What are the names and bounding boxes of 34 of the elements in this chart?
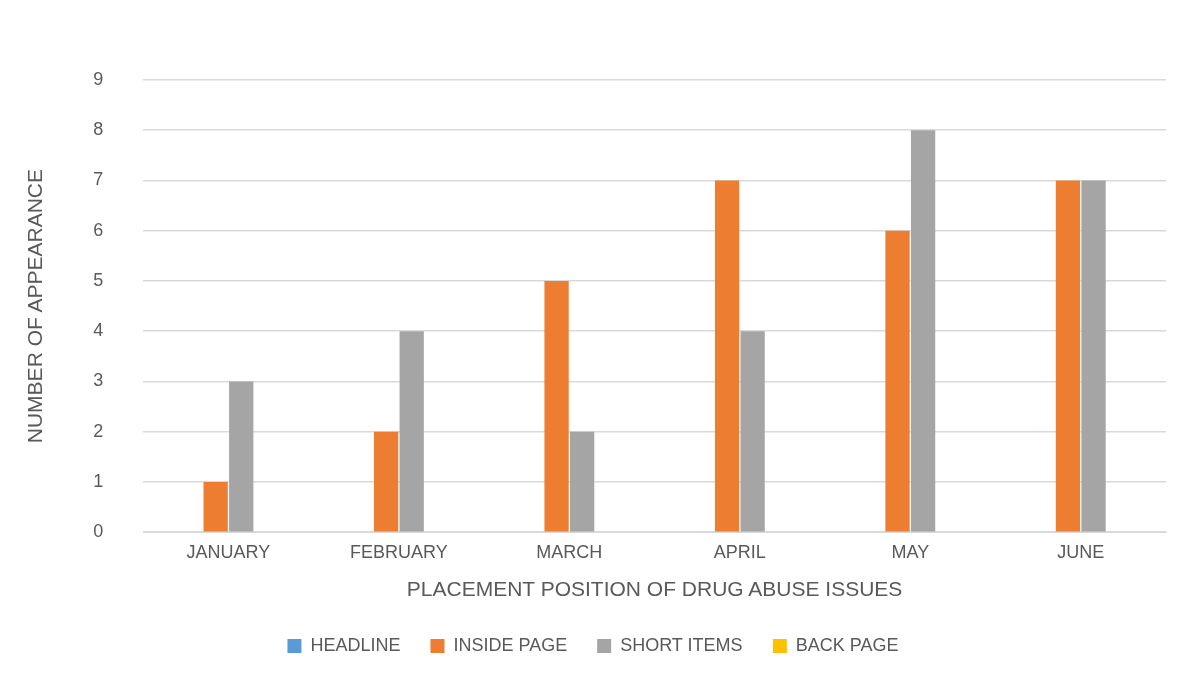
bar xyxy=(714,180,740,532)
bar xyxy=(544,280,569,532)
y-tick-label: 5 xyxy=(93,269,104,290)
x-tick-label: MARCH xyxy=(536,541,603,562)
y-tick-label: 0 xyxy=(93,521,104,542)
x-axis-title: PLACEMENT POSITION OF DRUG ABUSE ISSUES xyxy=(406,577,903,601)
x-tick-label: JANUARY xyxy=(186,541,271,562)
y-tick-label: 8 xyxy=(93,119,104,140)
x-tick-label: APRIL xyxy=(713,541,766,562)
bar xyxy=(1081,180,1106,532)
legend-label: BACK PAGE xyxy=(795,634,899,655)
y-axis-title: NUMBER OF APPEARANCE xyxy=(23,168,47,444)
y-tick-label: 2 xyxy=(93,420,104,441)
y-tick-label: 3 xyxy=(93,370,104,391)
legend-label: HEADLINE xyxy=(310,634,401,655)
bar xyxy=(229,381,254,532)
y-tick-label: 7 xyxy=(93,169,104,190)
legend-label: SHORT ITEMS xyxy=(620,634,743,655)
bar xyxy=(1055,180,1081,532)
x-tick-label: FEBRUARY xyxy=(350,541,448,562)
bar xyxy=(910,130,936,532)
x-tick-label: MAY xyxy=(891,541,930,562)
y-tick-label: 4 xyxy=(93,320,104,341)
bar xyxy=(373,431,399,532)
bar xyxy=(203,481,228,532)
legend-label: INSIDE PAGE xyxy=(453,634,568,655)
bar xyxy=(885,230,910,532)
y-tick-label: 6 xyxy=(93,219,104,240)
y-tick-label: 9 xyxy=(93,68,104,89)
bar xyxy=(740,331,765,532)
y-tick-label: 1 xyxy=(93,470,104,491)
bar xyxy=(570,431,595,532)
x-tick-label: JUNE xyxy=(1057,541,1105,562)
bar xyxy=(399,331,424,532)
